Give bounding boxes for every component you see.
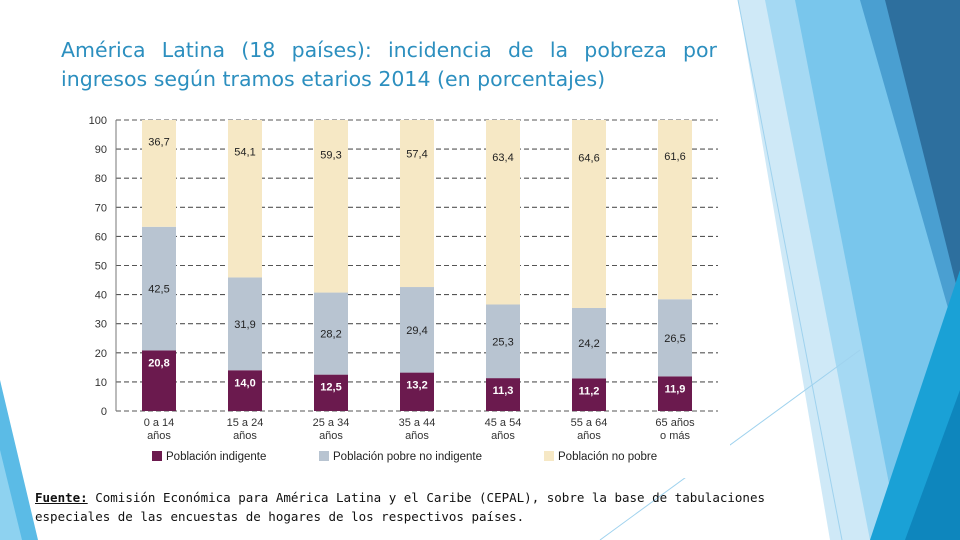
data-label: 12,5 <box>320 382 341 394</box>
bar-segment <box>400 372 434 411</box>
source-label: Fuente: <box>35 490 88 505</box>
bar-segment <box>228 120 262 278</box>
bar-segment <box>228 277 262 371</box>
data-label: 26,5 <box>664 333 685 345</box>
data-label: 28,2 <box>320 329 341 341</box>
bar-segment <box>658 120 692 300</box>
source-text: Comisión Económica para América Latina y… <box>35 490 765 524</box>
legend-label: Población no pobre <box>558 451 657 463</box>
legend-swatch <box>544 451 554 461</box>
legend-label: Población indigente <box>166 451 266 463</box>
data-label: 11,9 <box>665 383 686 395</box>
y-tick-label: 20 <box>95 348 107 360</box>
y-tick-label: 90 <box>95 144 107 156</box>
legend: Población indigente Población pobre no in… <box>152 451 657 463</box>
bar-segment <box>228 370 262 411</box>
stacked-bar-chart: 0 10 20 30 40 50 60 70 80 90 100 20,8 42,5 36,7 14,0 3… <box>80 108 730 478</box>
bar-segment <box>572 120 606 308</box>
bar-segment <box>486 304 520 379</box>
y-tick-label: 60 <box>95 231 107 243</box>
bar-segment <box>142 226 176 351</box>
left-corner-shape-light <box>0 450 22 540</box>
right-facet-7 <box>905 390 960 540</box>
y-tick-label: 70 <box>95 202 107 214</box>
bar-segment <box>142 350 176 411</box>
bar-segment <box>486 378 520 411</box>
data-label: 29,4 <box>406 325 427 337</box>
data-label: 63,4 <box>492 152 513 164</box>
y-tick-label: 80 <box>95 173 107 185</box>
legend-swatch <box>152 451 162 461</box>
data-label: 36,7 <box>148 136 169 148</box>
x-tick-label: 35 a 44 <box>399 417 436 429</box>
bar-segment <box>314 292 348 375</box>
deco-line <box>737 0 843 540</box>
y-tick-label: 50 <box>95 261 107 273</box>
data-label: 31,9 <box>234 319 255 331</box>
data-label: 64,6 <box>578 153 599 165</box>
data-label: 13,2 <box>406 380 427 392</box>
bar-segment <box>142 120 176 227</box>
x-tick-label: años <box>405 430 429 442</box>
right-facet-5 <box>885 0 960 300</box>
x-tick-label: o más <box>660 430 690 442</box>
x-tick-label: años <box>147 430 171 442</box>
data-label: 20,8 <box>148 357 169 369</box>
bars: 20,8 42,5 36,7 14,0 31,9 54,1 12,5 28,2 59,3 13,2… <box>142 120 692 411</box>
bar-segment <box>486 120 520 305</box>
legend-label: Población pobre no indigente <box>333 451 482 463</box>
data-label: 61,6 <box>664 151 685 163</box>
x-tick-label: años <box>233 430 257 442</box>
y-tick-label: 40 <box>95 290 107 302</box>
data-label: 57,4 <box>406 148 427 160</box>
x-tick-label: 25 a 34 <box>313 417 350 429</box>
bar-segment <box>572 307 606 379</box>
y-axis: 0 10 20 30 40 50 60 70 80 90 100 <box>89 115 117 418</box>
y-tick-label: 30 <box>95 319 107 331</box>
data-label: 42,5 <box>148 284 169 296</box>
legend-swatch <box>319 451 329 461</box>
data-label: 54,1 <box>234 146 255 158</box>
y-tick-label: 0 <box>101 406 107 418</box>
bar-segment <box>572 378 606 411</box>
bar-segment <box>658 299 692 377</box>
bar-segment <box>658 376 692 411</box>
data-label: 24,2 <box>578 338 599 350</box>
x-tick-label: años <box>319 430 343 442</box>
x-tick-label: 65 años <box>655 417 695 429</box>
data-label: 59,3 <box>320 150 341 162</box>
bar-segment <box>314 374 348 411</box>
x-tick-label: 45 a 54 <box>485 417 522 429</box>
x-tick-label: años <box>491 430 515 442</box>
data-label: 11,2 <box>579 385 600 397</box>
y-tick-label: 10 <box>95 377 107 389</box>
x-tick-label: 55 a 64 <box>571 417 608 429</box>
source-note: Fuente: Comisión Económica para América … <box>35 488 795 526</box>
x-tick-label: 15 a 24 <box>227 417 264 429</box>
deco-line <box>599 349 861 540</box>
data-label: 14,0 <box>234 377 255 389</box>
bar-segment <box>400 287 434 373</box>
x-tick-label: 0 a 14 <box>144 417 175 429</box>
data-label: 11,3 <box>493 385 514 397</box>
slide-title: América Latina (18 países): incidencia d… <box>61 38 717 91</box>
y-tick-label: 100 <box>89 115 107 127</box>
bar-segment <box>314 120 348 293</box>
x-tick-label: años <box>577 430 601 442</box>
data-label: 25,3 <box>492 336 513 348</box>
bar-segment <box>400 120 434 288</box>
